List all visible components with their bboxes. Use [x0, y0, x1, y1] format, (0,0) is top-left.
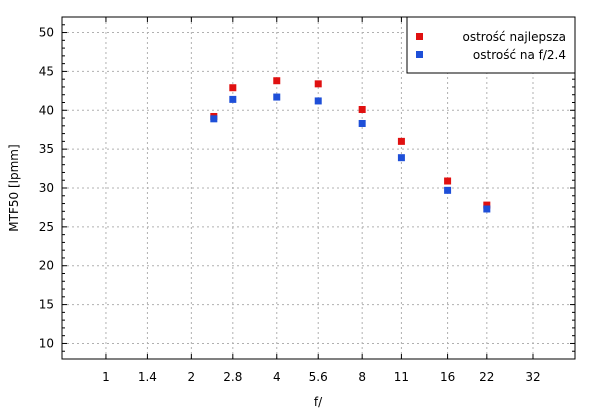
- y-axis-title: MTF50 [lpmm]: [7, 144, 21, 231]
- legend-label-best: ostrość najlepsza: [462, 30, 566, 44]
- point-series-2: [210, 115, 218, 123]
- point-series-2: [229, 95, 237, 103]
- x-tick-label: 1.4: [138, 370, 157, 384]
- point-series-2: [273, 93, 281, 101]
- y-tick-labels: 10 15 20 25 30 35 40 45 50: [39, 26, 54, 351]
- x-tick-label: 2.8: [223, 370, 242, 384]
- point-series-2: [314, 97, 322, 105]
- x-tick-label: 11: [394, 370, 409, 384]
- x-tick-label: 1: [102, 370, 110, 384]
- x-tick-label: 32: [525, 370, 540, 384]
- legend-swatch-best: [416, 33, 423, 40]
- point-series-2: [444, 186, 452, 194]
- legend: ostrość najlepsza ostrość na f/2.4: [406, 16, 576, 74]
- y-tick-label: 50: [39, 26, 54, 40]
- x-tick-label: 8: [358, 370, 366, 384]
- legend-label-f24: ostrość na f/2.4: [473, 48, 566, 62]
- point-series-2: [358, 119, 366, 127]
- plot-frame: [61, 16, 576, 360]
- x-tick-label: 16: [440, 370, 455, 384]
- legend-box: [406, 16, 576, 74]
- legend-swatch-f24: [416, 51, 423, 58]
- point-series-1: [444, 177, 452, 185]
- point-series-1: [273, 77, 281, 85]
- y-tick-label: 10: [39, 336, 54, 350]
- point-series-1: [483, 201, 491, 209]
- point-series-1: [397, 137, 405, 145]
- y-tick-label: 30: [39, 181, 54, 195]
- point-series-1: [314, 80, 322, 88]
- x-tick-labels: 1 1.4 2 2.8 4 5.6 8 11 16 22 32: [102, 370, 541, 384]
- y-tick-label: 40: [39, 103, 54, 117]
- x-axis-title: f/: [314, 395, 323, 409]
- y-tick-label: 45: [39, 64, 54, 78]
- x-tick-label: 22: [479, 370, 494, 384]
- y-tick-label: 35: [39, 142, 54, 156]
- y-tick-label: 15: [39, 298, 54, 312]
- grid: [62, 17, 575, 359]
- y-tick-label: 20: [39, 259, 54, 273]
- point-series-1: [229, 84, 237, 92]
- x-tick-label: 4: [273, 370, 281, 384]
- point-series-2: [483, 205, 491, 213]
- data-points: [210, 77, 491, 213]
- x-tick-label: 2: [188, 370, 196, 384]
- y-tick-label: 25: [39, 220, 54, 234]
- x-tick-label: 5.6: [309, 370, 328, 384]
- point-series-1: [358, 105, 366, 113]
- point-series-2: [397, 154, 405, 162]
